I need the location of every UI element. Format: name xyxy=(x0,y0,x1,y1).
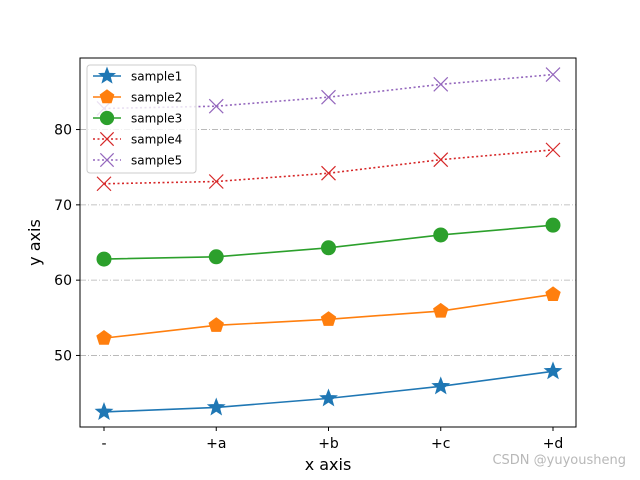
x-tick-label-3: +c xyxy=(431,436,450,452)
point-sample2-4 xyxy=(545,286,561,302)
x-tick-label-2: +b xyxy=(318,436,339,452)
watermark: CSDN @yuyousheng xyxy=(492,453,626,468)
point-sample4-2 xyxy=(321,165,336,181)
point-sample3-0 xyxy=(96,251,112,267)
legend-label-sample1: sample1 xyxy=(131,70,182,84)
point-sample4-0 xyxy=(96,176,112,192)
x-axis-label: x axis xyxy=(305,455,352,474)
point-sample5-2 xyxy=(321,89,336,105)
point-sample3-4 xyxy=(545,217,561,233)
point-sample3-2 xyxy=(321,240,336,256)
x-tick-label-4: +d xyxy=(543,436,564,452)
y-tick-label-50: 50 xyxy=(54,348,72,364)
point-sample1-3 xyxy=(431,376,451,395)
point-sample2-2 xyxy=(320,311,337,326)
series-sample1 xyxy=(94,361,563,420)
point-sample1-2 xyxy=(319,388,338,407)
point-sample4-4 xyxy=(545,142,561,158)
x-tick-label-0: - xyxy=(101,436,106,452)
legend: sample1 sample2 sample3 sample4 sample5 xyxy=(86,64,197,174)
series-sample4 xyxy=(96,142,561,192)
point-sample5-4 xyxy=(545,67,561,82)
series-lines xyxy=(94,67,563,420)
point-sample2-1 xyxy=(208,317,224,332)
legend-label-sample2: sample2 xyxy=(131,91,182,105)
legend-marker-sample2 xyxy=(99,89,115,104)
point-sample3-3 xyxy=(433,227,449,243)
point-sample5-3 xyxy=(433,76,449,92)
y-tick-label-60: 60 xyxy=(54,273,72,289)
y-tick-label-70: 70 xyxy=(54,198,72,214)
point-sample5-1 xyxy=(208,98,224,114)
legend-marker-sample5 xyxy=(99,152,115,168)
point-sample1-4 xyxy=(543,361,563,380)
series-sample2 xyxy=(96,286,561,345)
legend-marker-sample4 xyxy=(99,131,115,147)
legend-box xyxy=(86,64,197,174)
point-sample2-0 xyxy=(96,330,112,345)
axes: 50 60 70 80 - +a +b +c +d xyxy=(54,123,563,452)
y-axis-label: y axis xyxy=(25,219,44,266)
point-sample4-1 xyxy=(208,174,224,189)
line-sample5 xyxy=(103,73,554,110)
point-sample3-1 xyxy=(208,249,224,265)
y-tick-label-80: 80 xyxy=(54,123,72,139)
legend-marker-sample1 xyxy=(97,66,117,84)
legend-label-sample5: sample5 xyxy=(131,154,182,168)
legend-label-sample4: sample4 xyxy=(131,133,182,147)
line-sample4 xyxy=(103,149,554,185)
legend-marker-sample3 xyxy=(99,110,115,126)
x-tick-label-1: +a xyxy=(206,436,226,452)
point-sample1-1 xyxy=(206,397,226,416)
series-sample3 xyxy=(96,217,561,267)
point-sample4-3 xyxy=(433,152,449,168)
legend-label-sample3: sample3 xyxy=(131,112,182,126)
point-sample2-3 xyxy=(433,302,449,318)
point-sample1-0 xyxy=(94,402,114,420)
